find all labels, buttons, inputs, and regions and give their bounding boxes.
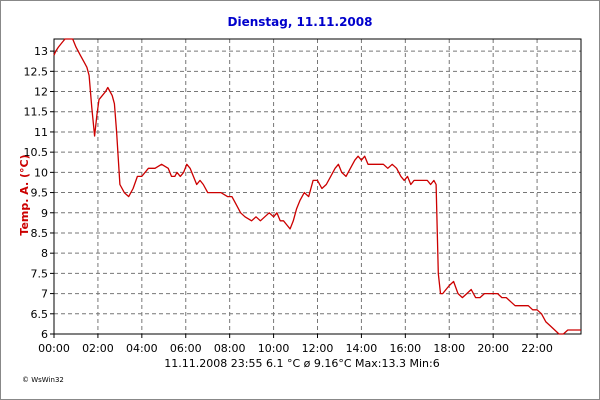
x-tick-label: 12:00 <box>302 342 334 355</box>
y-tick-label: 8.5 <box>31 227 49 240</box>
x-tick-label: 16:00 <box>389 342 421 355</box>
footer-stats: 11.11.2008 23:55 6.1 °C ø 9.16°C Max:13.… <box>164 357 439 370</box>
y-tick-label: 10 <box>34 166 48 179</box>
y-tick-label: 6 <box>41 328 48 341</box>
series-layer <box>53 38 581 335</box>
y-axis-ticks: 6 6.5 7 7.5 8 8.5 9 9.5 10 10.5 11 11.5 12 12.5 13 <box>24 45 54 341</box>
x-tick-label: 02:00 <box>82 342 114 355</box>
x-tick-label: 04:00 <box>126 342 158 355</box>
x-tick-label: 06:00 <box>170 342 202 355</box>
y-tick-label: 11.5 <box>24 106 49 119</box>
x-tick-label: 00:00 <box>38 342 70 355</box>
y-tick-label: 9.5 <box>31 187 49 200</box>
y-tick-label: 6.5 <box>31 308 49 321</box>
x-tick-label: 08:00 <box>214 342 246 355</box>
y-tick-label: 12 <box>34 86 48 99</box>
y-tick-label: 8 <box>41 247 48 260</box>
x-tick-label: 10:00 <box>258 342 290 355</box>
x-tick-label: 20:00 <box>477 342 509 355</box>
x-axis-ticks: 00:00 02:00 04:00 06:00 08:00 10:00 12:00 14:00… <box>38 334 553 355</box>
y-tick-label: 7 <box>41 288 48 301</box>
x-tick-label: 14:00 <box>346 342 378 355</box>
x-tick-label: 22:00 <box>521 342 553 355</box>
grid-lines <box>54 39 581 334</box>
x-tick-label: 18:00 <box>433 342 465 355</box>
y-tick-label: 12.5 <box>24 65 49 78</box>
software-credit: © WsWin32 <box>22 376 64 384</box>
chart-title: Dienstag, 11.11.2008 <box>228 15 373 29</box>
y-tick-label: 9 <box>41 207 48 220</box>
y-tick-label: 7.5 <box>31 267 49 280</box>
y-tick-label: 11 <box>34 126 48 139</box>
y-tick-label: 10.5 <box>24 146 49 159</box>
y-tick-label: 13 <box>34 45 48 58</box>
series-line <box>53 38 581 335</box>
y-axis-label: Temp. A. (°C) <box>18 154 31 235</box>
